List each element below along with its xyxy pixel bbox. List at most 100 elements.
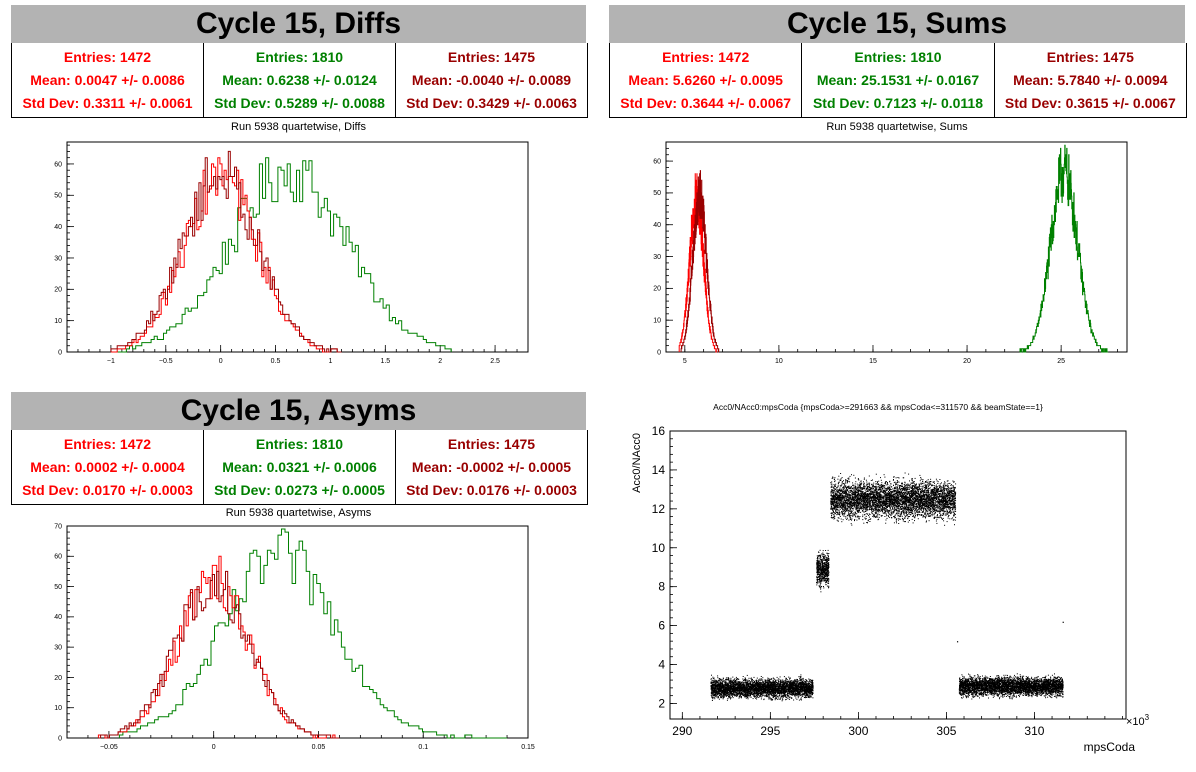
scatter-point	[782, 693, 784, 695]
scatter-point	[735, 691, 737, 693]
scatter-point	[771, 695, 773, 697]
scatter-point	[786, 679, 788, 680]
scatter-point	[728, 689, 730, 691]
scatter-point	[730, 691, 732, 693]
scatter-point	[751, 681, 753, 683]
scatter-point	[737, 693, 739, 695]
scatter-point	[782, 696, 784, 698]
scatter-point	[800, 676, 802, 678]
scatter-point	[727, 692, 729, 694]
scatter-point	[718, 689, 720, 691]
y-tick-label: 10	[54, 318, 62, 325]
stats-col-darkred: Entries: 1475 Mean: 5.7840 +/- 0.0094 St…	[993, 43, 1186, 117]
y-tick-label: 10	[54, 705, 62, 712]
scatter-point	[719, 681, 721, 683]
scatter-point	[744, 688, 746, 690]
scatter-point	[726, 695, 728, 697]
scatter-point	[711, 674, 712, 676]
scatter-point	[727, 698, 729, 700]
scatter-point	[789, 681, 791, 683]
scatter-point	[723, 680, 725, 682]
scatter-point	[777, 693, 779, 694]
scatter-point	[751, 680, 753, 682]
scatter-point	[745, 678, 746, 680]
scatter-point	[787, 692, 789, 694]
scatter-point	[793, 688, 795, 690]
diffs-subtitle: Run 5938 quartetwise, Diffs	[231, 121, 366, 133]
scatter-point	[773, 681, 775, 683]
scatter-point	[781, 684, 783, 686]
scatter-point	[795, 693, 796, 695]
y-tick-label: 40	[54, 224, 62, 231]
y-tick-label: 60	[54, 161, 62, 168]
scatter-point	[776, 682, 778, 683]
scatter-point	[763, 682, 765, 683]
scatter-point	[745, 679, 747, 681]
scatter-point	[741, 694, 743, 696]
scatter-point	[716, 685, 718, 686]
scatter-point	[788, 692, 790, 693]
x-tick-label: 2	[438, 358, 442, 365]
scatter-point	[762, 685, 763, 687]
scatter-point	[782, 679, 784, 681]
x-tick-label: 1.5	[380, 358, 390, 365]
scatter-point	[820, 562, 822, 564]
y-tick-label: 40	[653, 222, 661, 229]
std-label: Std Dev: 0.5289 +/- 0.0088	[214, 95, 385, 112]
scatter-point	[739, 681, 741, 683]
scatter-point	[747, 695, 749, 697]
scatter-point	[806, 694, 808, 696]
scatter-point	[769, 681, 770, 683]
scatter-point	[747, 694, 748, 695]
scatter-point	[773, 691, 775, 693]
scatter-point	[817, 570, 819, 572]
scatter-point	[750, 681, 752, 683]
scatter-point	[712, 687, 714, 689]
scatter-point	[796, 684, 798, 686]
scatter-point	[768, 678, 770, 680]
scatter-point	[797, 683, 799, 685]
scatter-point	[802, 685, 804, 686]
scatter-point	[822, 550, 824, 552]
entries-label: Entries: 1475	[447, 435, 536, 452]
scatter-point	[740, 686, 742, 688]
scatter-point	[789, 682, 791, 684]
scatter-point	[744, 686, 746, 688]
scatter-point	[734, 680, 736, 682]
scatter-point	[746, 684, 748, 686]
scatter-point	[774, 684, 776, 686]
scatter-point	[823, 563, 825, 565]
scatter-point	[786, 696, 788, 698]
scatter-point	[788, 689, 790, 691]
stats-col-green: Entries: 1810 Mean: 25.1531 +/- 0.0167 S…	[801, 43, 993, 117]
mean-label: Mean: 5.6260 +/- 0.0095	[628, 71, 783, 88]
scatter-point	[725, 681, 727, 683]
scatter-point	[790, 682, 792, 684]
scatter-point	[720, 690, 722, 692]
scatter-point	[711, 700, 713, 701]
scatter-point	[809, 683, 811, 685]
scatter-point	[789, 690, 791, 692]
scatter-point	[757, 689, 759, 691]
scatter-point	[791, 685, 792, 687]
scatter-point	[756, 698, 758, 700]
scatter-point	[786, 691, 788, 693]
scatter-point	[820, 586, 822, 588]
scatter-point	[799, 679, 801, 681]
y-tick-label: 0	[58, 349, 62, 356]
scatter-point	[819, 554, 821, 556]
scatter-point	[755, 694, 757, 696]
mean-label: Mean: 25.1531 +/- 0.0167	[816, 71, 980, 88]
scatter-point	[737, 678, 739, 680]
scatter-point	[778, 680, 780, 682]
scatter-point	[764, 684, 765, 685]
scatter-point	[748, 694, 750, 696]
scatter-point	[810, 684, 812, 686]
scatter-point	[808, 695, 810, 697]
scatter-point	[798, 687, 799, 689]
scatter-point	[789, 689, 791, 691]
scatter-point	[739, 692, 740, 694]
scatter-point	[723, 691, 725, 693]
scatter-point	[778, 678, 780, 680]
scatter-point	[720, 683, 722, 685]
